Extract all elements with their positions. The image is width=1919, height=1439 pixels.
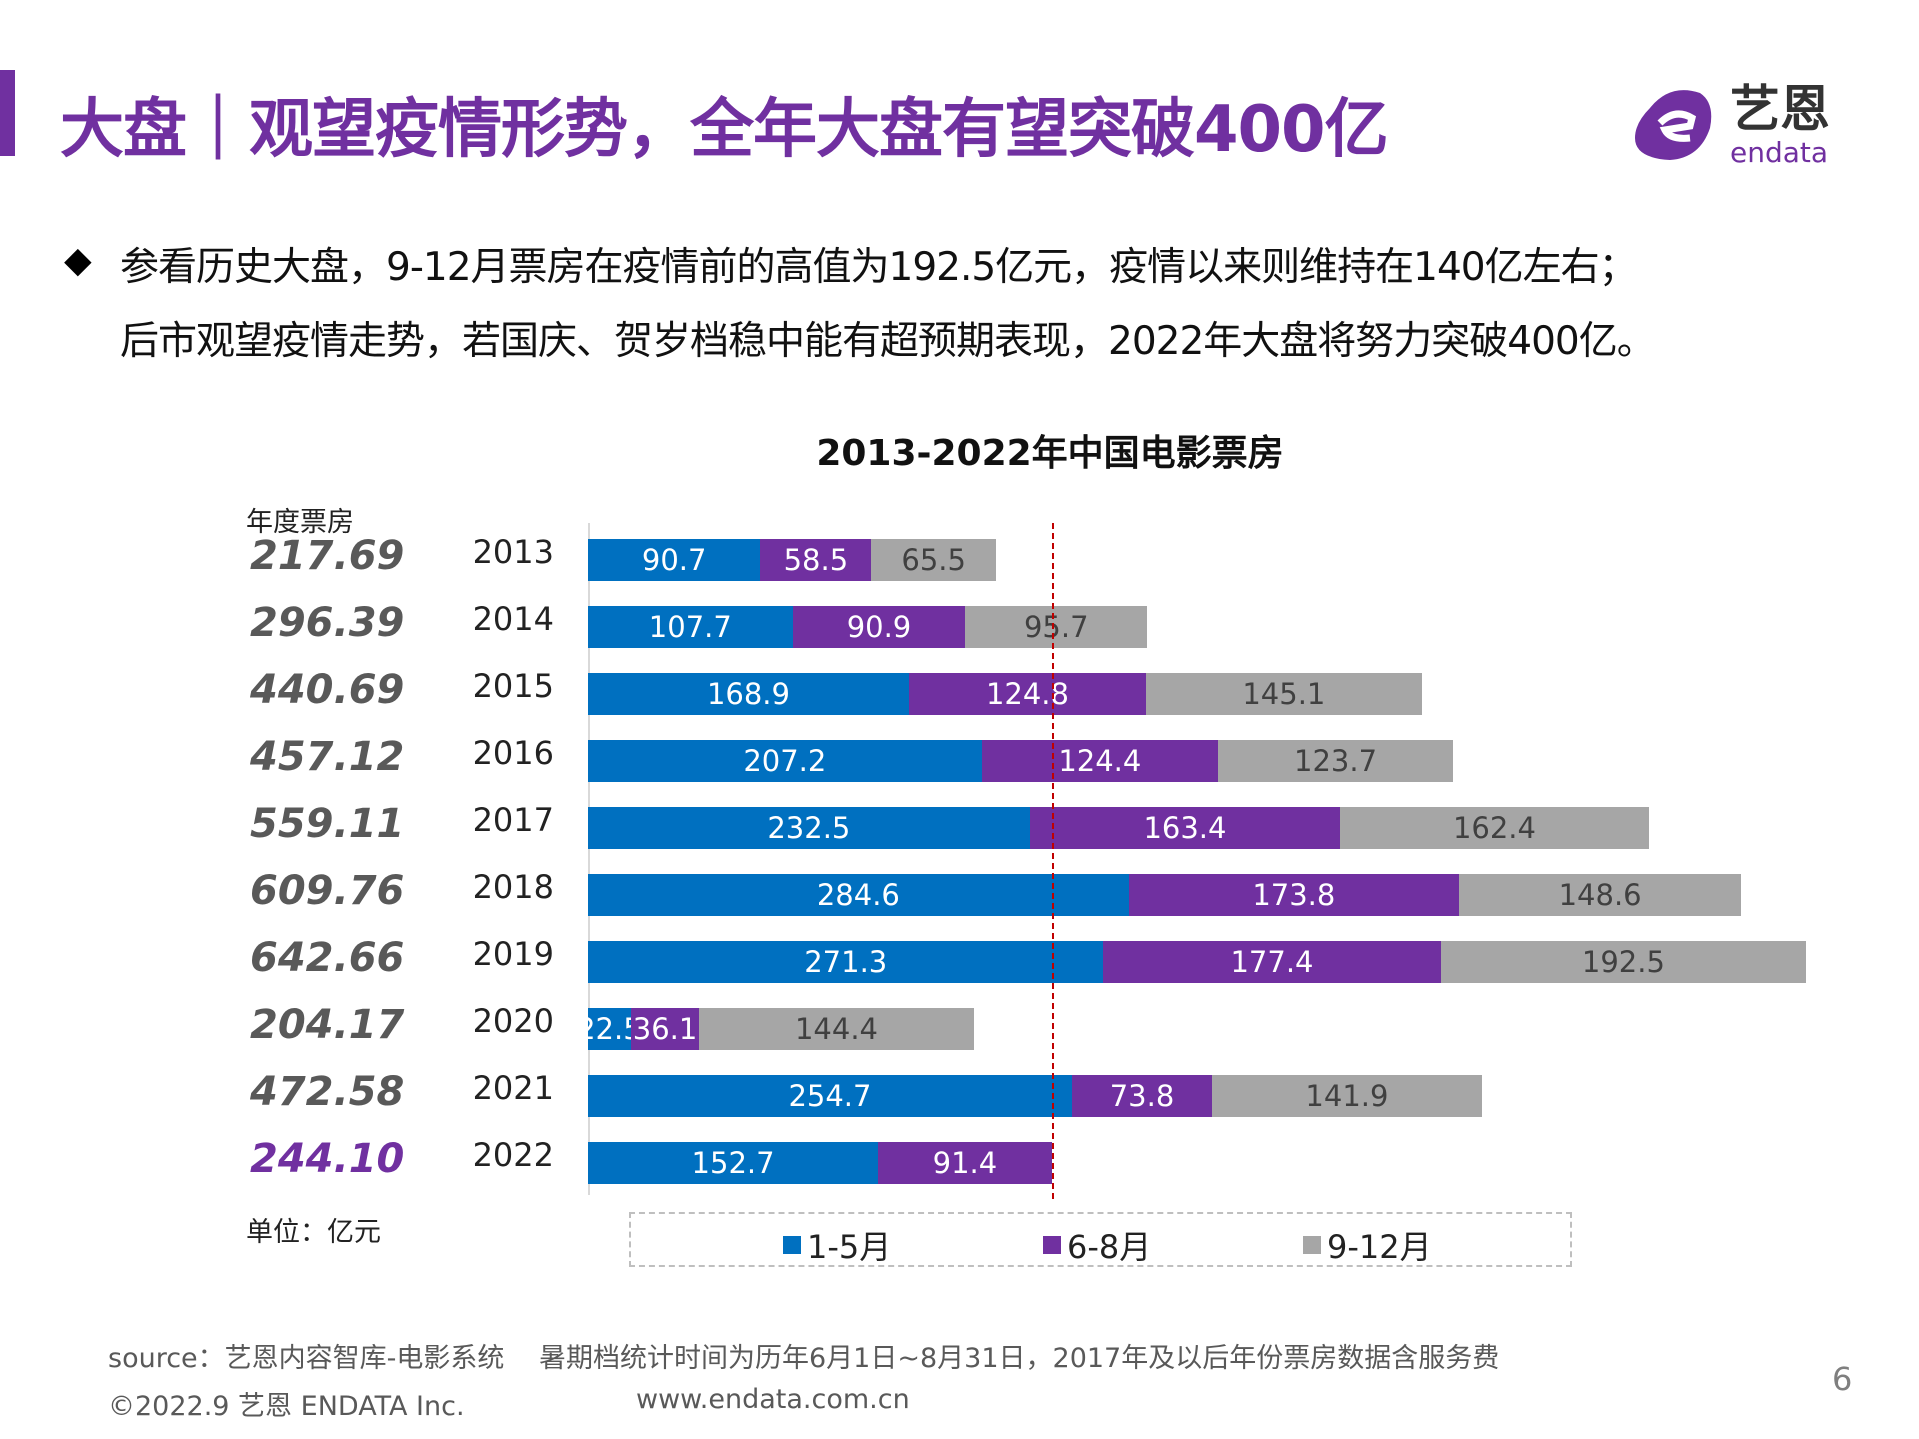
year-total-label: 609.76 — [250, 868, 405, 914]
diamond-bullet-icon: ◆ — [64, 240, 92, 281]
title-accent-bar — [0, 70, 15, 156]
endata-logo-icon: 艺恩 endata — [1635, 80, 1830, 169]
bar-segment: 58.5 — [760, 539, 872, 581]
bar-segment: 36.1 — [630, 1008, 700, 1050]
bar-segment: 123.7 — [1218, 740, 1454, 782]
legend-item-jan-may: 1-5月 — [783, 1222, 891, 1268]
bar-segment: 90.7 — [588, 539, 761, 581]
bar-segment: 163.4 — [1029, 807, 1341, 849]
bar-segment: 162.4 — [1340, 807, 1649, 849]
bar-segment: 207.2 — [588, 740, 982, 782]
legend-label: 6-8月 — [1067, 1228, 1152, 1266]
bullet-text-line-1: 参看历史大盘，9-12月票房在疫情前的高值为192.5亿元，疫情以来则维持在14… — [120, 245, 1638, 290]
bar-segment: 148.6 — [1458, 874, 1742, 916]
bar-segment: 141.9 — [1212, 1075, 1482, 1117]
year-total-label: 642.66 — [250, 935, 405, 981]
bar-segment: 152.7 — [588, 1142, 879, 1184]
total-column-header: 年度票房 — [246, 507, 354, 538]
year-total-label: 440.69 — [250, 667, 405, 713]
legend-label: 9-12月 — [1327, 1228, 1432, 1266]
bar-segment: 95.7 — [965, 606, 1148, 648]
year-label: 2022 — [472, 1136, 554, 1174]
svg-text:艺恩: 艺恩 — [1730, 80, 1830, 138]
category-axis-line — [588, 523, 590, 1195]
legend-swatch — [1303, 1236, 1321, 1254]
bar-segment: 145.1 — [1146, 673, 1422, 715]
svg-text:endata: endata — [1730, 136, 1828, 168]
page-title: 大盘｜观望疫情形势，全年大盘有望突破400亿 — [60, 93, 1389, 167]
year-total-label: 217.69 — [250, 533, 405, 579]
legend: 1-5月 6-8月 9-12月 — [629, 1212, 1572, 1267]
bar-segment: 90.9 — [792, 606, 966, 648]
bar-segment: 124.4 — [981, 740, 1219, 782]
bar-segment: 168.9 — [588, 673, 909, 715]
bar-segment: 173.8 — [1128, 874, 1459, 916]
year-total-label: 244.10 — [250, 1136, 405, 1182]
legend-label: 1-5月 — [807, 1228, 892, 1266]
bar-segment: 192.5 — [1440, 941, 1807, 983]
year-total-label: 296.39 — [250, 600, 405, 646]
website-link[interactable]: www.endata.com.cn — [636, 1384, 910, 1415]
year-label: 2017 — [472, 801, 554, 839]
bar-segment: 73.8 — [1071, 1075, 1213, 1117]
bar-segment: 254.7 — [588, 1075, 1072, 1117]
year-total-label: 457.12 — [250, 734, 405, 780]
year-label: 2015 — [472, 667, 554, 705]
footnote-text: 暑期档统计时间为历年6月1日~8月31日，2017年及以后年份票房数据含服务费 — [539, 1343, 1500, 1374]
year-total-label: 559.11 — [250, 801, 405, 847]
year-total-label: 204.17 — [250, 1002, 405, 1048]
unit-label: 单位：亿元 — [246, 1217, 381, 1248]
year-label: 2013 — [472, 533, 554, 571]
bar-segment: 232.5 — [588, 807, 1030, 849]
bar-segment: 124.8 — [908, 673, 1147, 715]
bar-segment: 107.7 — [588, 606, 793, 648]
endata-logo: 艺恩 endata — [1630, 78, 1860, 169]
legend-item-jun-aug: 6-8月 — [1043, 1222, 1151, 1268]
year-label: 2016 — [472, 734, 554, 772]
year-label: 2018 — [472, 868, 554, 906]
bar-segment: 91.4 — [878, 1142, 1052, 1184]
year-label: 2020 — [472, 1002, 554, 1040]
year-total-label: 472.58 — [250, 1069, 405, 1115]
page-number: 6 — [1832, 1360, 1853, 1398]
year-label: 2019 — [472, 935, 554, 973]
reference-line — [1051, 523, 1054, 1199]
bar-segment: 271.3 — [588, 941, 1104, 983]
bar-segment: 284.6 — [588, 874, 1129, 916]
legend-swatch — [1043, 1236, 1061, 1254]
legend-item-sep-dec: 9-12月 — [1303, 1222, 1432, 1268]
chart-title: 2013-2022年中国电影票房 — [816, 433, 1284, 474]
source-text: source：艺恩内容智库-电影系统 — [108, 1343, 505, 1374]
legend-swatch — [783, 1236, 801, 1254]
bar-segment: 177.4 — [1103, 941, 1441, 983]
bullet-text-line-2: 后市观望疫情走势，若国庆、贺岁档稳中能有超预期表现，2022年大盘将努力突破40… — [120, 319, 1656, 364]
year-label: 2021 — [472, 1069, 554, 1107]
bar-segment: 22.5 — [577, 1008, 642, 1050]
year-label: 2014 — [472, 600, 554, 638]
bar-segment: 65.5 — [871, 539, 996, 581]
copyright-text: ©2022.9 艺恩 ENDATA Inc. — [108, 1391, 465, 1422]
bar-segment: 144.4 — [699, 1008, 974, 1050]
